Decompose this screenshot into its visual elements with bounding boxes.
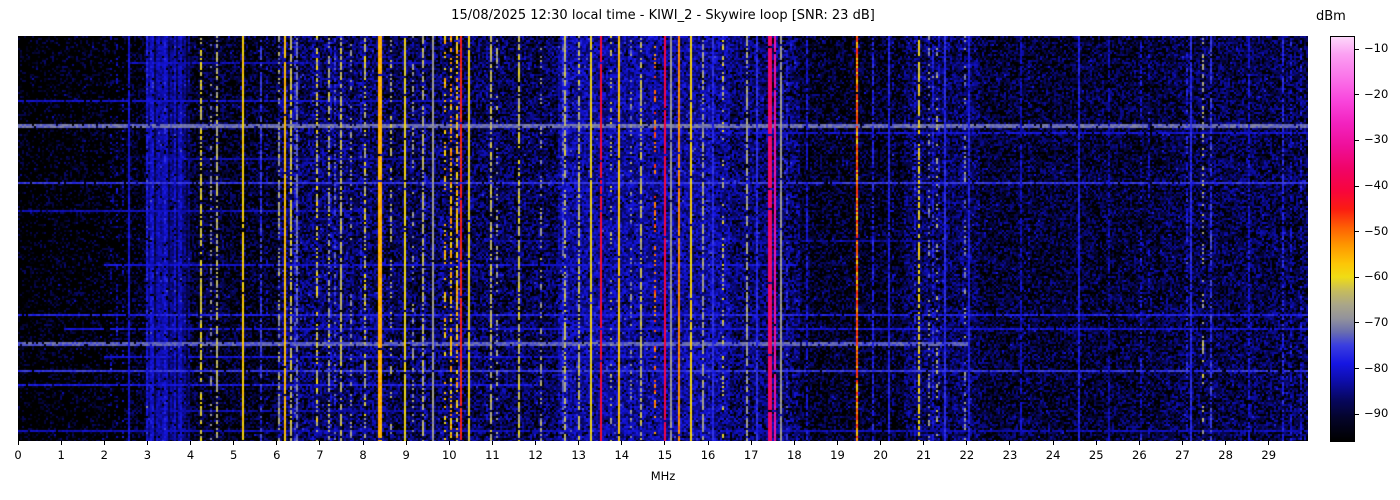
x-tick-mark bbox=[146, 441, 148, 445]
colorbar-tick-mark bbox=[1355, 139, 1359, 141]
x-tick-label: 18 bbox=[787, 448, 802, 462]
colorbar-tick-mark bbox=[1355, 413, 1359, 415]
colorbar-tick-label: −10 bbox=[1364, 41, 1389, 56]
x-tick-mark bbox=[1052, 441, 1054, 445]
x-tick-label: 24 bbox=[1045, 448, 1061, 462]
x-tick-mark bbox=[793, 441, 795, 445]
spectrogram-canvas bbox=[18, 36, 1308, 441]
x-tick-label: 8 bbox=[359, 448, 367, 462]
colorbar-tick-label: −70 bbox=[1364, 314, 1389, 329]
x-tick-label: 0 bbox=[14, 448, 22, 462]
colorbar bbox=[1330, 36, 1355, 442]
x-tick-mark bbox=[621, 441, 623, 445]
x-tick-mark bbox=[276, 441, 278, 445]
colorbar-tick-label: −40 bbox=[1364, 178, 1389, 193]
colorbar-tick-mark bbox=[1355, 322, 1359, 324]
colorbar-tick-mark bbox=[1355, 48, 1359, 50]
colorbar-tick-mark bbox=[1355, 185, 1359, 187]
x-tick-mark bbox=[966, 441, 968, 445]
colorbar-tick-label: −50 bbox=[1364, 223, 1389, 238]
x-tick-mark bbox=[233, 441, 235, 445]
x-tick-label: 7 bbox=[316, 448, 324, 462]
colorbar-tick-mark bbox=[1355, 94, 1359, 96]
x-tick-label: 20 bbox=[873, 448, 888, 462]
colorbar-tick-mark bbox=[1355, 276, 1359, 278]
x-tick-mark bbox=[1138, 441, 1140, 445]
x-tick-label: 2 bbox=[100, 448, 108, 462]
x-tick-label: 4 bbox=[186, 448, 195, 462]
x-tick-label: 26 bbox=[1132, 448, 1147, 462]
x-tick-label: 19 bbox=[830, 448, 845, 462]
colorbar-tick-label: −90 bbox=[1364, 406, 1389, 421]
x-tick-label: 22 bbox=[959, 448, 975, 462]
x-tick-label: 12 bbox=[528, 448, 543, 462]
x-tick-mark bbox=[707, 441, 709, 445]
x-tick-mark bbox=[190, 441, 192, 445]
x-tick-label: 1 bbox=[57, 448, 65, 462]
x-tick-mark bbox=[836, 441, 838, 445]
x-tick-mark bbox=[664, 441, 666, 445]
x-tick-mark bbox=[491, 441, 493, 445]
x-tick-mark bbox=[750, 441, 752, 445]
x-tick-mark bbox=[1268, 441, 1270, 445]
x-tick-mark bbox=[362, 441, 364, 445]
colorbar-tick-mark bbox=[1355, 231, 1359, 233]
x-tick-mark bbox=[923, 441, 925, 445]
colorbar-tick-mark bbox=[1355, 368, 1359, 370]
x-tick-label: 25 bbox=[1088, 448, 1104, 462]
x-tick-mark bbox=[17, 441, 19, 445]
colorbar-tick-label: −20 bbox=[1364, 86, 1389, 101]
figure-title: 15/08/2025 12:30 local time - KIWI_2 - S… bbox=[451, 8, 875, 23]
x-tick-mark bbox=[1009, 441, 1011, 445]
x-tick-mark bbox=[880, 441, 882, 445]
x-tick-mark bbox=[1095, 441, 1097, 445]
x-tick-label: 9 bbox=[402, 448, 410, 462]
x-tick-label: 21 bbox=[916, 448, 932, 462]
x-tick-mark bbox=[1225, 441, 1227, 445]
x-tick-label: 10 bbox=[441, 448, 457, 462]
x-tick-mark bbox=[535, 441, 537, 445]
x-tick-mark bbox=[103, 441, 105, 445]
colorbar-tick-label: −60 bbox=[1364, 269, 1389, 284]
x-tick-mark bbox=[578, 441, 580, 445]
x-axis-label: MHz bbox=[650, 469, 676, 483]
spectrogram-plot-area bbox=[18, 36, 1308, 441]
x-tick-label: 17 bbox=[743, 448, 759, 462]
x-tick-label: 28 bbox=[1218, 448, 1233, 462]
x-tick-label: 15 bbox=[657, 448, 673, 462]
x-tick-mark bbox=[319, 441, 321, 445]
x-tick-mark bbox=[60, 441, 62, 445]
x-tick-label: 3 bbox=[143, 448, 152, 462]
x-tick-label: 14 bbox=[614, 448, 630, 462]
x-tick-label: 6 bbox=[273, 448, 281, 462]
x-tick-label: 23 bbox=[1002, 448, 1018, 462]
x-tick-label: 11 bbox=[485, 448, 500, 462]
x-tick-label: 5 bbox=[229, 448, 238, 462]
x-tick-label: 27 bbox=[1175, 448, 1190, 462]
x-tick-label: 29 bbox=[1261, 448, 1277, 462]
x-tick-mark bbox=[448, 441, 450, 445]
colorbar-tick-label: −30 bbox=[1364, 132, 1389, 147]
x-tick-label: 16 bbox=[700, 448, 716, 462]
x-tick-mark bbox=[1181, 441, 1183, 445]
colorbar-unit-label: dBm bbox=[1316, 9, 1346, 24]
x-tick-mark bbox=[405, 441, 407, 445]
x-tick-label: 13 bbox=[571, 448, 586, 462]
colorbar-tick-label: −80 bbox=[1364, 360, 1389, 375]
